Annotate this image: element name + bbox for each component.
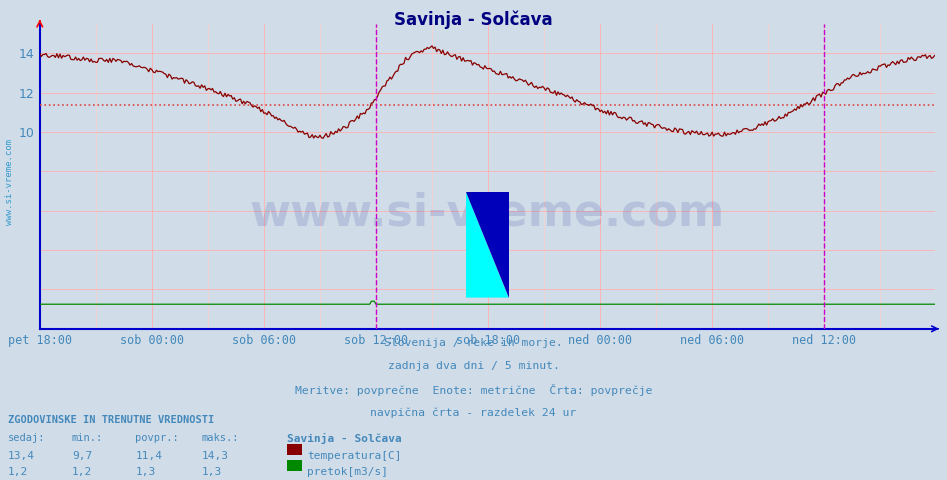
Text: 9,7: 9,7 <box>72 451 92 461</box>
Text: navpična črta - razdelek 24 ur: navpična črta - razdelek 24 ur <box>370 408 577 418</box>
Text: zadnja dva dni / 5 minut.: zadnja dva dni / 5 minut. <box>387 361 560 372</box>
Polygon shape <box>466 192 509 298</box>
Text: 1,3: 1,3 <box>135 467 155 477</box>
Text: 1,2: 1,2 <box>8 467 27 477</box>
Text: Slovenija / reke in morje.: Slovenija / reke in morje. <box>384 338 563 348</box>
Text: 14,3: 14,3 <box>202 451 229 461</box>
Text: www.si-vreme.com: www.si-vreme.com <box>5 139 14 226</box>
Text: povpr.:: povpr.: <box>135 433 179 444</box>
Text: www.si-vreme.com: www.si-vreme.com <box>250 192 724 234</box>
Text: Savinja - Solčava: Savinja - Solčava <box>394 11 553 29</box>
Text: Savinja - Solčava: Savinja - Solčava <box>287 433 402 444</box>
Text: 1,2: 1,2 <box>72 467 92 477</box>
Polygon shape <box>466 192 509 298</box>
Text: 1,3: 1,3 <box>202 467 222 477</box>
Text: maks.:: maks.: <box>202 433 240 444</box>
Text: sedaj:: sedaj: <box>8 433 45 444</box>
Text: Meritve: povprečne  Enote: metrične  Črta: povprečje: Meritve: povprečne Enote: metrične Črta:… <box>295 384 652 396</box>
Text: 13,4: 13,4 <box>8 451 35 461</box>
Text: ZGODOVINSKE IN TRENUTNE VREDNOSTI: ZGODOVINSKE IN TRENUTNE VREDNOSTI <box>8 415 214 425</box>
Text: min.:: min.: <box>72 433 103 444</box>
Text: 11,4: 11,4 <box>135 451 163 461</box>
Text: pretok[m3/s]: pretok[m3/s] <box>307 467 388 477</box>
Text: temperatura[C]: temperatura[C] <box>307 451 402 461</box>
